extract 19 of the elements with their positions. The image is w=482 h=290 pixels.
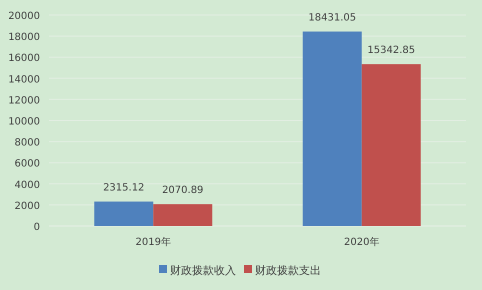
data-label: 18431.05 xyxy=(308,12,356,24)
y-tick-label: 0 xyxy=(34,222,40,233)
legend-label: 财政拨款收入 xyxy=(170,264,236,277)
y-tick-label: 8000 xyxy=(14,138,40,149)
y-tick-label: 12000 xyxy=(8,95,40,106)
y-tick-label: 2000 xyxy=(14,200,40,212)
y-tick-label: 16000 xyxy=(8,53,40,64)
data-label: 15342.85 xyxy=(367,45,416,56)
legend-label: 财政拨款支出 xyxy=(255,264,321,277)
data-label: 2315.12 xyxy=(103,182,144,194)
x-tick-label: 2020年 xyxy=(344,236,380,248)
y-tick-label: 6000 xyxy=(14,158,40,170)
y-tick-label: 20000 xyxy=(8,11,40,22)
y-tick-label: 10000 xyxy=(8,116,40,128)
y-tick-label: 4000 xyxy=(14,180,40,191)
data-label: 2070.89 xyxy=(162,185,204,196)
x-tick-label: 2019年 xyxy=(136,236,171,248)
y-tick-label: 14000 xyxy=(8,74,40,86)
y-tick-label: 18000 xyxy=(8,32,40,44)
